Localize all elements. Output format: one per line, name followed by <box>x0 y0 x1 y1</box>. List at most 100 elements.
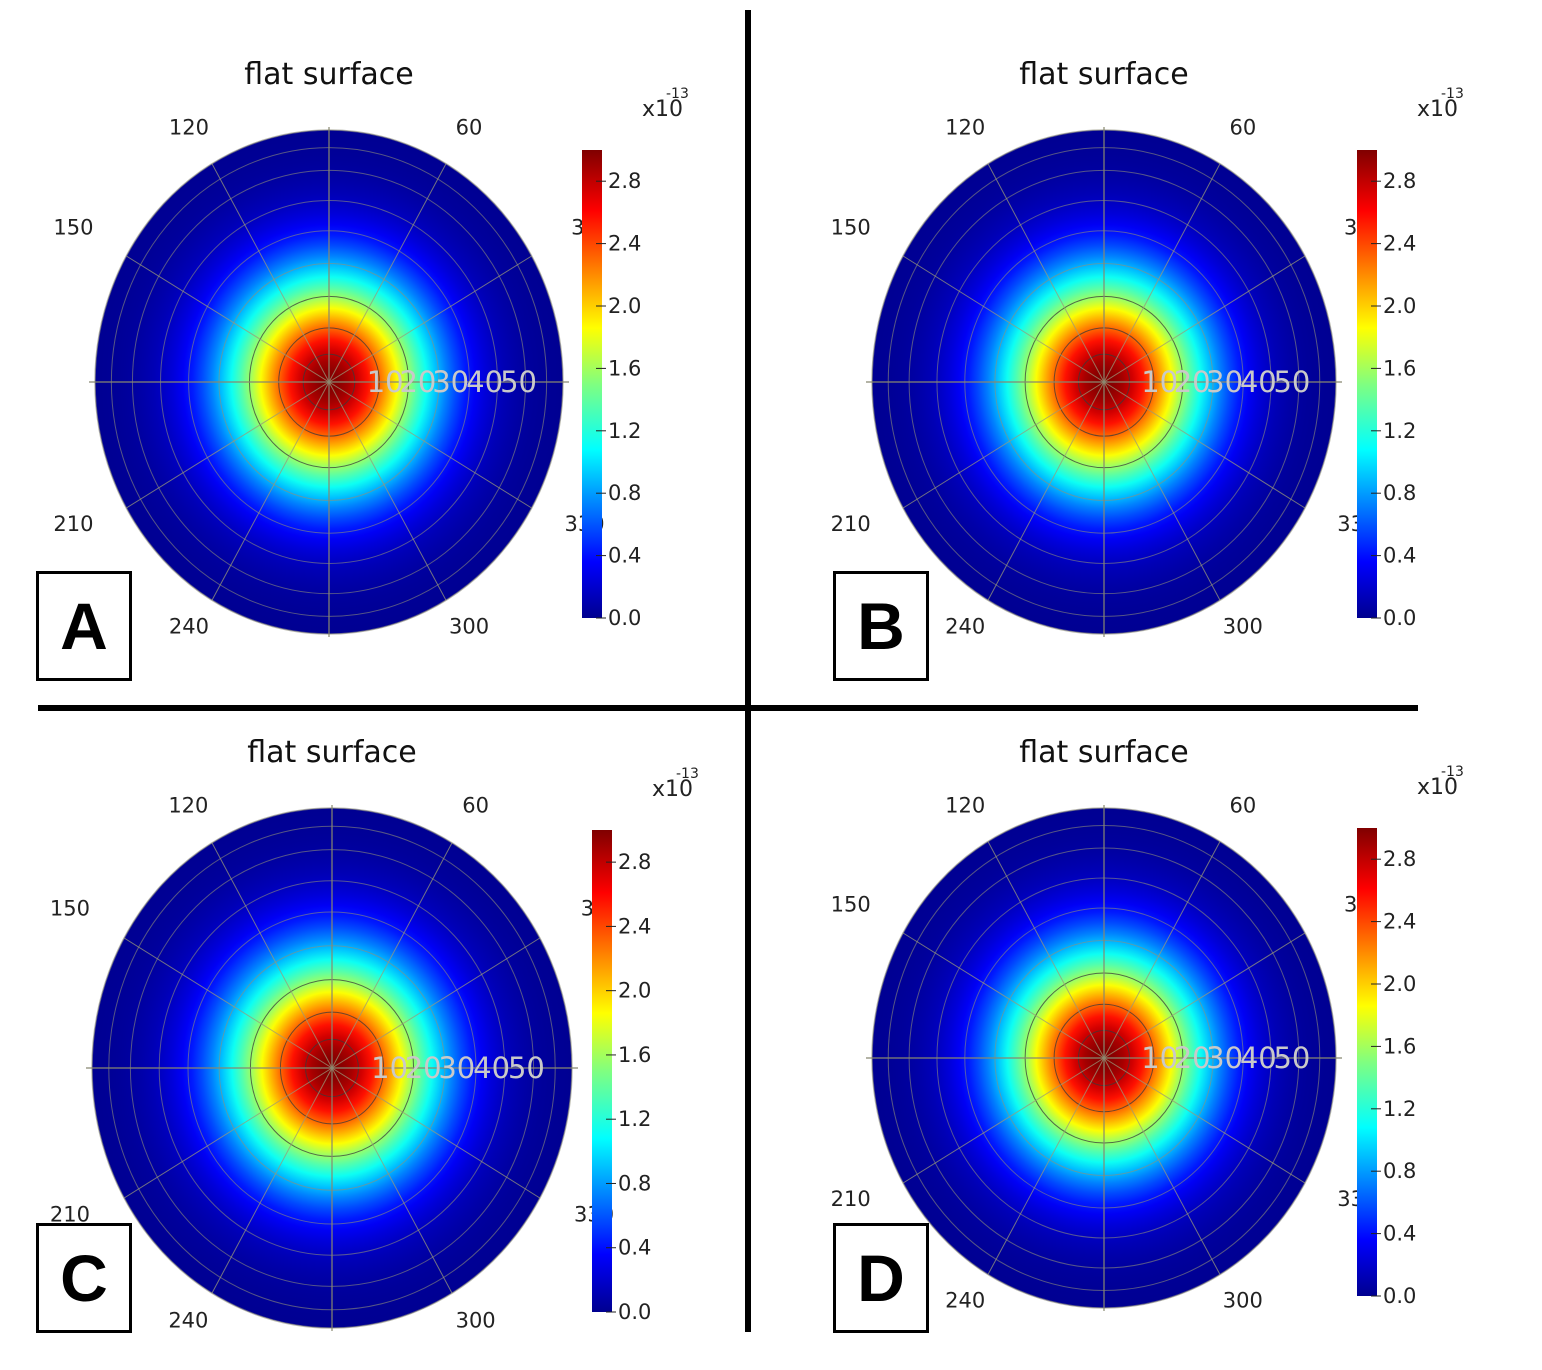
radial-label: 30 <box>438 1051 475 1085</box>
polar-grid-spoke <box>902 932 1105 1059</box>
polar-grid-spoke <box>1103 255 1306 383</box>
radial-label: 40 <box>473 1051 510 1085</box>
chart-title: flat surface <box>244 57 413 92</box>
colorbar-exponent: -13 <box>666 86 689 102</box>
colorbar-tick-label: 2.8 <box>1383 169 1416 193</box>
angle-label: 210 <box>50 1203 90 1227</box>
radial-label: 20 <box>405 1051 442 1085</box>
angle-label: 300 <box>456 1308 496 1332</box>
colorbar-multiplier: x10 <box>642 97 683 122</box>
polar-grid-spoke <box>211 163 330 383</box>
colorbar-multiplier: x10 <box>1417 775 1458 800</box>
angle-label: 120 <box>945 794 985 818</box>
colorbar-tick-label: 1.2 <box>1383 1097 1416 1121</box>
polar-grid-spoke <box>1103 381 1306 509</box>
angle-label: 60 <box>462 793 489 817</box>
polar-grid-spoke <box>1103 1057 1306 1184</box>
angle-label: 240 <box>945 614 985 638</box>
colorbar-tick-label: 2.4 <box>1383 910 1416 934</box>
colorbar-multiplier: x10 <box>1417 97 1458 122</box>
angle-label: 60 <box>1229 794 1256 818</box>
polar-grid-spoke <box>902 381 1105 509</box>
polar-grid-spoke <box>1103 381 1221 601</box>
angle-label: 120 <box>169 116 209 140</box>
angle-label: 150 <box>50 896 90 920</box>
colorbar <box>1357 150 1377 618</box>
colorbar-tick-label: 0.8 <box>618 1171 651 1195</box>
radial-label: 10 <box>1141 1041 1178 1075</box>
radial-label: 20 <box>399 365 436 399</box>
angle-label: 240 <box>169 614 209 638</box>
colorbar-tick-label: 1.6 <box>1383 1034 1416 1058</box>
colorbar-tick-label: 2.4 <box>608 232 641 256</box>
polar-grid-spoke <box>126 381 330 509</box>
radial-label: 10 <box>1141 365 1178 399</box>
polar-grid-spoke <box>331 842 453 1069</box>
angle-label: 210 <box>53 512 93 536</box>
radial-label: 50 <box>500 365 537 399</box>
polar-grid-spoke <box>987 841 1105 1059</box>
colorbar-tick-label: 1.2 <box>608 419 641 443</box>
polar-grid-spoke <box>987 163 1105 383</box>
polar-grid-spoke <box>987 1057 1105 1275</box>
colorbar-tick-label: 0.8 <box>1383 1159 1416 1183</box>
vertical-divider <box>745 10 751 1332</box>
radial-label: 40 <box>466 365 503 399</box>
angle-label: 300 <box>1223 1289 1263 1313</box>
colorbar-exponent: -13 <box>676 766 699 782</box>
angle-label: 150 <box>53 215 93 239</box>
polar-grid-spoke <box>902 255 1105 383</box>
angle-label: 300 <box>1223 614 1263 638</box>
colorbar-tick-label: 2.8 <box>1383 847 1416 871</box>
polar-grid-spoke <box>211 1067 333 1294</box>
polar-chart-a: flat surface3060120150210240300330102030… <box>53 57 689 638</box>
polar-grid-spoke <box>1103 841 1221 1059</box>
colorbar <box>592 830 612 1312</box>
radial-label: 50 <box>1273 1041 1310 1075</box>
polar-grid-spoke <box>328 381 532 509</box>
colorbar-tick-label: 2.8 <box>608 169 641 193</box>
polar-grid-spoke <box>328 381 447 601</box>
radial-label: 20 <box>1174 1041 1211 1075</box>
colorbar <box>1357 828 1377 1296</box>
colorbar-tick-label: 2.0 <box>608 294 641 318</box>
radial-label: 40 <box>1240 365 1277 399</box>
chart-title: flat surface <box>1019 57 1188 92</box>
polar-chart-b: flat surface3060120150210240300330102030… <box>831 57 1464 638</box>
angle-label: 240 <box>945 1289 985 1313</box>
polar-grid-spoke <box>331 937 541 1069</box>
angle-label: 210 <box>831 512 871 536</box>
colorbar-tick-label: 1.6 <box>618 1043 651 1067</box>
colorbar-tick-label: 1.2 <box>1383 419 1416 443</box>
colorbar-tick-label: 0.4 <box>618 1236 651 1260</box>
radial-label: 10 <box>367 365 404 399</box>
panel-a: flat surface3060120150210240300330102030… <box>0 0 740 700</box>
panel-label-c: C <box>36 1223 132 1333</box>
radial-label: 50 <box>1273 365 1310 399</box>
colorbar-tick-label: 0.8 <box>608 481 641 505</box>
radial-label: 30 <box>1206 1041 1243 1075</box>
angle-label: 300 <box>449 614 489 638</box>
polar-grid-spoke <box>1103 1057 1221 1275</box>
colorbar-tick-label: 0.4 <box>1383 1222 1416 1246</box>
colorbar-tick-label: 0.0 <box>1383 606 1416 630</box>
colorbar-tick-label: 0.8 <box>1383 481 1416 505</box>
polar-grid-spoke <box>331 1067 541 1199</box>
colorbar <box>582 150 602 618</box>
radial-label: 30 <box>432 365 469 399</box>
colorbar-exponent: -13 <box>1441 764 1464 780</box>
polar-grid-spoke <box>987 381 1105 601</box>
polar-grid-spoke <box>331 1067 453 1294</box>
colorbar-tick-label: 1.6 <box>608 356 641 380</box>
radial-label: 40 <box>1240 1041 1277 1075</box>
colorbar-tick-label: 0.0 <box>1383 1284 1416 1308</box>
polar-grid-spoke <box>1103 163 1221 383</box>
angle-label: 120 <box>168 793 208 817</box>
colorbar-tick-label: 2.4 <box>1383 232 1416 256</box>
angle-label: 60 <box>1229 116 1256 140</box>
colorbar-tick-label: 2.0 <box>1383 972 1416 996</box>
polar-grid-spoke <box>126 255 330 383</box>
panel-label-a: A <box>36 571 132 681</box>
